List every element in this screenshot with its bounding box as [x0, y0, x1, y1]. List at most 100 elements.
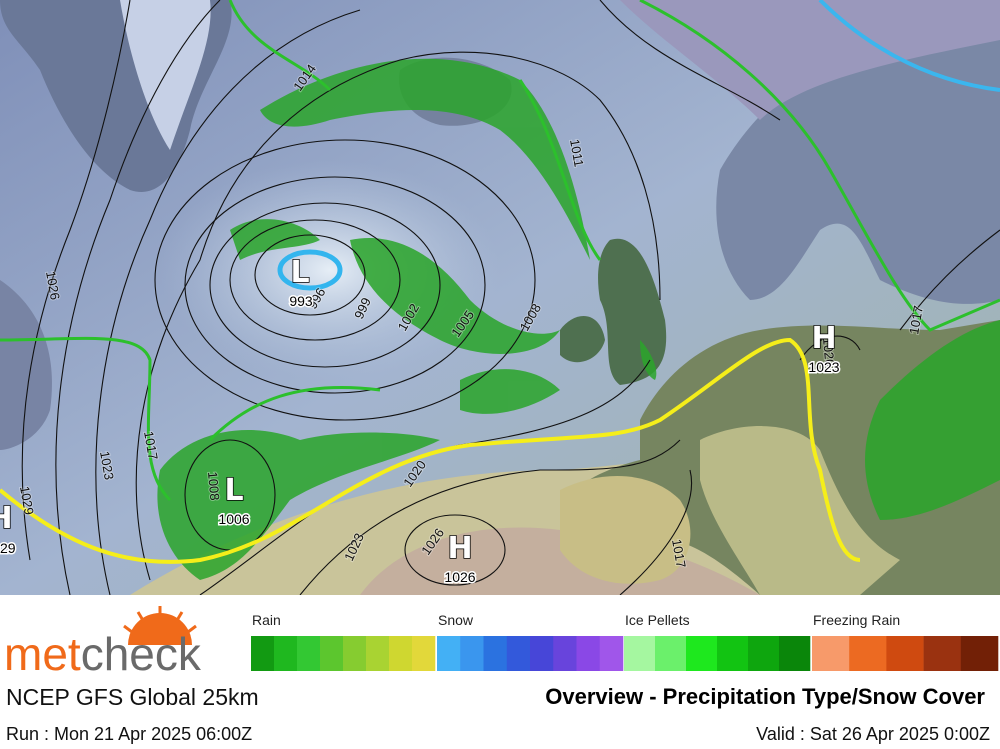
pressure-value: 1006: [218, 511, 249, 527]
shape: [460, 369, 560, 414]
isobar-label: 1011: [567, 138, 587, 168]
isobar-label: 1020: [820, 337, 837, 367]
shape: [154, 139, 536, 421]
legend-swatch: [389, 636, 413, 671]
legend-swatch: [960, 636, 999, 671]
logo: metcheck: [4, 628, 202, 680]
isobar-label: 1023: [97, 450, 117, 481]
sun-ray: [174, 611, 184, 623]
shape: [157, 430, 441, 580]
shape: [123, 606, 197, 634]
legend-swatch: [297, 636, 321, 671]
shape: [209, 202, 441, 368]
shape: [599, 0, 781, 121]
isobar-label: 1029: [17, 485, 37, 516]
legend-swatch: [506, 636, 531, 671]
low-symbol: L: [224, 473, 243, 508]
land: [700, 426, 900, 595]
high-symbol: H: [811, 321, 836, 356]
pressure-value: 1023: [808, 359, 839, 375]
shape: [799, 335, 861, 361]
legend-swatch: [812, 636, 850, 671]
shape: [865, 320, 1000, 520]
shape: [21, 0, 131, 561]
legend-swatch: [412, 636, 436, 671]
high-symbol: H: [0, 501, 13, 536]
sun-ray: [136, 611, 146, 623]
logo-part: met: [4, 628, 81, 680]
model-name: NCEP GFS Global 25km: [6, 684, 259, 710]
land: [0, 280, 52, 450]
isobar-label: 1017: [669, 538, 689, 569]
shape: [184, 176, 486, 394]
arctic: [620, 0, 1000, 120]
legend-swatch: [366, 636, 390, 671]
legend-swatch: [599, 636, 624, 671]
legend-swatch: [779, 636, 811, 671]
pressure-value: 1029: [0, 540, 16, 556]
isobar-label: 1017: [906, 304, 926, 335]
shape: [350, 238, 560, 354]
freezing-line: [0, 337, 861, 564]
shape: [260, 58, 590, 260]
snow-line: [818, 0, 1000, 92]
logo-part: check: [81, 628, 202, 680]
map: 1014 996 999 1002 1005 1008 1011 1026 10…: [0, 0, 1000, 595]
snow-ring: [277, 249, 343, 291]
shape: [404, 514, 506, 586]
land: [560, 476, 691, 584]
chart-title: Overview - Precipitation Type/Snow Cover: [545, 684, 985, 709]
sun-ray: [123, 624, 133, 634]
legend-swatch: [274, 636, 298, 671]
legend-label: Ice Pellets: [625, 612, 690, 628]
low-symbol: L: [290, 255, 309, 290]
legend-swatch: [251, 636, 275, 671]
legend-swatch: [437, 636, 461, 671]
legend-swatch: [553, 636, 577, 671]
legend-swatch: [849, 636, 887, 671]
legend-swatch: [655, 636, 687, 671]
legend: Rain Snow Ice Pellets Freezing Rain: [251, 612, 999, 671]
shape: [619, 469, 692, 595]
shape: [230, 219, 320, 260]
high-symbol: H: [447, 531, 472, 566]
legend-swatch: [320, 636, 344, 671]
sun-ray: [187, 624, 197, 634]
cloud: [160, 160, 500, 380]
isobar-label: 1017: [141, 430, 161, 461]
legend-swatch: [343, 636, 367, 671]
shape: [95, 9, 361, 595]
run-time: Run : Mon 21 Apr 2025 06:00Z: [6, 724, 252, 744]
shape: [899, 229, 1000, 331]
land: [598, 238, 667, 385]
shape: [640, 340, 657, 380]
legend-swatch: [717, 636, 749, 671]
legend-swatch: [748, 636, 780, 671]
shape: [254, 234, 366, 316]
legend-swatch: [886, 636, 924, 671]
snow-cover-line: [0, 0, 1000, 502]
logo-sun: [123, 606, 197, 645]
legend-label: Rain: [252, 612, 281, 628]
legend-swatch: [923, 636, 962, 671]
legend-swatch: [530, 636, 554, 671]
isobar-label: 1026: [43, 270, 63, 301]
legend-swatch: [624, 636, 656, 671]
legend-label: Freezing Rain: [813, 612, 900, 628]
land: [560, 316, 605, 363]
valid-time: Valid : Sat 26 Apr 2025 0:00Z: [756, 724, 990, 744]
shape: [229, 219, 401, 341]
shape: [55, 0, 221, 595]
shape: [299, 439, 681, 595]
pressure-value: 993: [289, 293, 313, 309]
rain-area: [157, 58, 1000, 580]
legend-label: Snow: [438, 612, 474, 628]
pressure-value: 1026: [444, 569, 475, 585]
legend-swatch: [460, 636, 484, 671]
legend-swatch: [576, 636, 601, 671]
legend-swatch: [483, 636, 508, 671]
legend-swatch: [686, 636, 718, 671]
isobar-label: 1008: [205, 471, 222, 501]
